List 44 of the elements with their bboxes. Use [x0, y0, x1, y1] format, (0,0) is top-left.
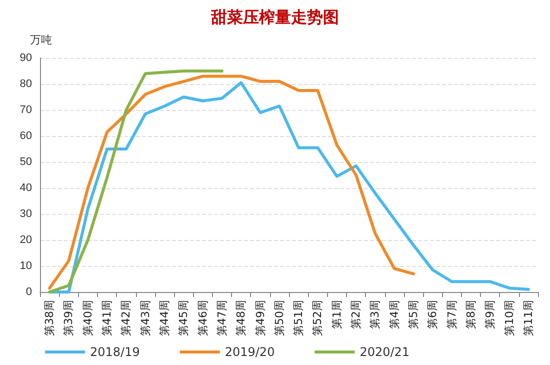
x-tick-label: 第45周 — [177, 300, 190, 336]
line-series — [48, 81, 530, 294]
y-tick-label: 10 — [20, 260, 32, 272]
y-tick-label: 70 — [20, 104, 32, 116]
x-tick-label: 第38周 — [43, 300, 56, 336]
x-tick-label: 第49周 — [254, 300, 267, 336]
x-tick-label: 第41周 — [100, 300, 114, 336]
y-tick-label: 40 — [20, 182, 32, 194]
y-tick-label: 0 — [26, 286, 32, 298]
legend-label: 2018/19 — [90, 345, 140, 359]
y-tick-label: 20 — [20, 234, 32, 246]
x-tick-label: 第2周 — [350, 300, 363, 329]
x-tick-label: 第7周 — [445, 300, 458, 329]
x-tick-label: 第3周 — [368, 300, 382, 329]
line-series — [48, 74, 415, 290]
x-tick-label: 第5周 — [407, 300, 420, 329]
x-tick-label: 第4周 — [388, 300, 401, 329]
x-tick-label: 第43周 — [138, 300, 152, 336]
x-tick-label: 第10周 — [502, 300, 516, 336]
x-tick-label: 第11周 — [522, 300, 535, 336]
x-tick-label: 第52周 — [311, 300, 324, 336]
x-tick-label: 第9周 — [484, 300, 497, 329]
x-tick-label: 第1周 — [330, 300, 344, 329]
x-tick-label: 第51周 — [292, 300, 306, 336]
y-axis-title: 万吨 — [30, 34, 52, 46]
legend-label: 2020/21 — [360, 345, 410, 359]
x-tick-label: 第42周 — [120, 300, 133, 336]
line-series — [48, 70, 224, 294]
x-tick-label: 第47周 — [215, 300, 228, 336]
y-tick-label: 30 — [20, 208, 32, 220]
legend-label: 2019/20 — [224, 345, 275, 359]
y-tick-label: 80 — [20, 78, 32, 90]
x-tick-label: 第44周 — [158, 300, 171, 336]
y-tick-label: 90 — [20, 52, 32, 64]
x-tick-label: 第6周 — [426, 300, 440, 329]
y-tick-label: 60 — [20, 130, 32, 142]
chart-title: 甜菜压榨量走势图 — [210, 8, 339, 26]
y-tick-label: 50 — [20, 156, 32, 168]
x-tick-label: 第50周 — [272, 300, 286, 336]
x-tick-label: 第8周 — [464, 300, 478, 329]
x-tick-label: 第48周 — [234, 300, 248, 336]
x-tick-label: 第39周 — [62, 300, 76, 336]
x-tick-label: 第46周 — [196, 300, 210, 336]
x-tick-label: 第40周 — [81, 300, 94, 336]
